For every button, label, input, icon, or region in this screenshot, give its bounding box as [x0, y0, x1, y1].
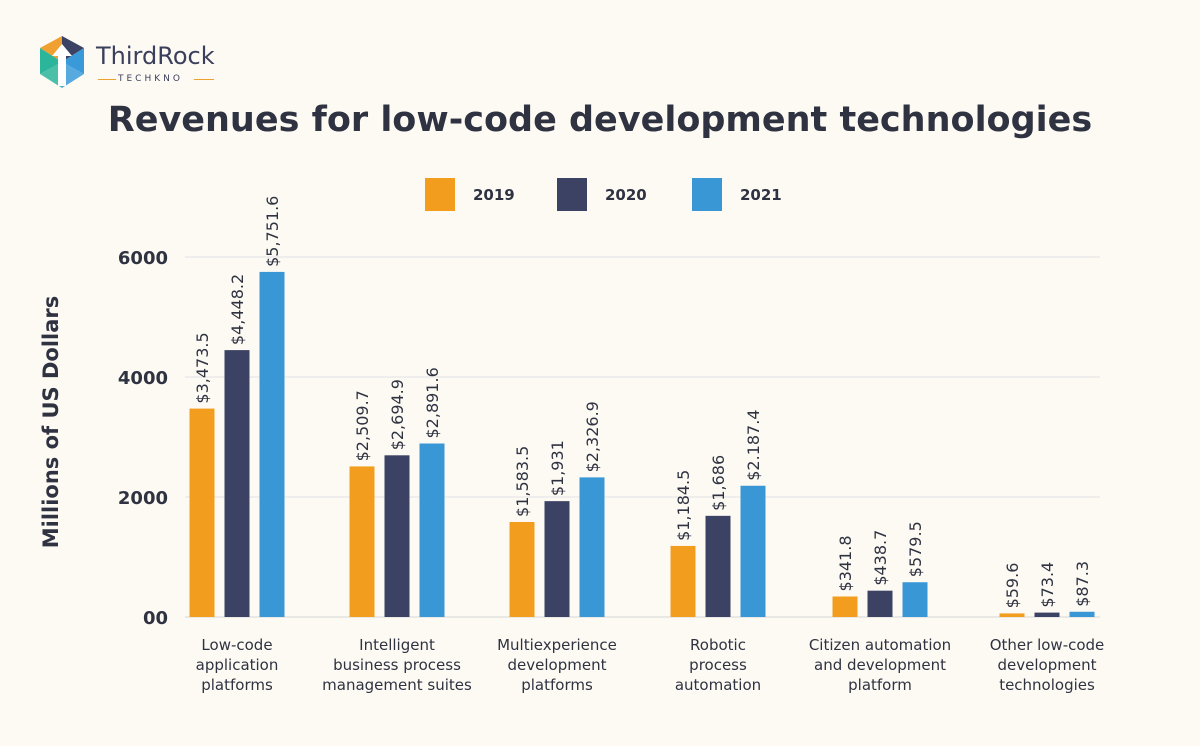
bar [224, 350, 250, 617]
x-tick-label: Robotic [690, 636, 746, 654]
y-axis-label: Millions of US Dollars [39, 296, 63, 549]
bar [670, 545, 696, 617]
data-label: $5,751.6 [263, 196, 282, 267]
legend-label-2019: 2019 [473, 186, 515, 204]
x-tick-label: platform [848, 676, 912, 694]
data-label: $341.8 [836, 536, 855, 592]
x-tick-label: application [196, 656, 279, 674]
data-label: $3,473.5 [193, 332, 212, 403]
x-tick-label: Citizen automation [809, 636, 951, 654]
x-tick-label: development [998, 656, 1097, 674]
x-tick-label: development [508, 656, 607, 674]
bar [509, 521, 535, 617]
x-tick-label: and development [814, 656, 946, 674]
brand-logo: ThirdRock TECHKNO [34, 34, 224, 94]
brand-name: ThirdRock [96, 42, 215, 70]
bar [740, 485, 766, 617]
x-tick-label: process [689, 656, 747, 674]
x-tick-label: Low-code [201, 636, 272, 654]
chart-legend: 2019 2020 2021 [0, 178, 1200, 212]
data-label: $2,509.7 [353, 390, 372, 461]
bar [544, 501, 570, 617]
x-tick-label: technologies [999, 676, 1095, 694]
data-label: $2,694.9 [388, 379, 407, 450]
bar [832, 596, 858, 617]
x-tick-label: Intelligent [359, 636, 435, 654]
bar [384, 455, 410, 617]
logo-mark-icon [40, 36, 84, 88]
x-tick-label: platforms [521, 676, 593, 694]
x-tick-label: Other low-code [990, 636, 1105, 654]
legend-swatch-2021 [692, 178, 722, 211]
bar [259, 271, 285, 617]
chart-title: Revenues for low-code development techno… [107, 100, 1093, 140]
bar [1034, 612, 1060, 617]
brand-tagline: TECHKNO [118, 74, 183, 84]
bar [1069, 611, 1095, 617]
data-label: $73.4 [1038, 562, 1057, 608]
data-label: $2,326.9 [583, 401, 602, 472]
data-label: $2,891.6 [423, 367, 442, 438]
legend-label-2020: 2020 [605, 186, 647, 204]
data-label: $4,448.2 [228, 274, 247, 345]
bar [999, 613, 1025, 617]
data-label: $1,184.5 [674, 470, 693, 541]
x-tick-label: automation [675, 676, 761, 694]
x-tick-label: management suites [322, 676, 472, 694]
logo-divider-left [98, 79, 116, 80]
bar [705, 515, 731, 617]
y-tick-label: 00 [143, 608, 168, 629]
bar [189, 408, 215, 617]
x-tick-label: Multiexperience [497, 636, 617, 654]
bar [902, 582, 928, 617]
logo-divider-right [194, 79, 214, 80]
data-label: $438.7 [871, 530, 890, 586]
y-tick-label: 4000 [118, 368, 168, 389]
bar [349, 466, 375, 617]
data-label: $1,686 [709, 455, 728, 511]
data-label: $87.3 [1073, 561, 1092, 607]
x-tick-label: platforms [201, 676, 273, 694]
legend-swatch-2019 [425, 178, 455, 211]
legend-label-2021: 2021 [740, 186, 782, 204]
x-tick-label: business process [333, 656, 461, 674]
data-label: $579.5 [906, 521, 925, 577]
y-tick-label: 6000 [118, 248, 168, 269]
bar [867, 590, 893, 617]
bar [579, 477, 605, 617]
data-label: $59.6 [1003, 563, 1022, 609]
data-label: $2.187.4 [744, 410, 763, 481]
legend-swatch-2020 [557, 178, 587, 211]
y-tick-label: 2000 [118, 488, 168, 509]
bar [419, 443, 445, 617]
data-label: $1,583.5 [513, 446, 532, 517]
data-label: $1,931 [548, 440, 567, 496]
